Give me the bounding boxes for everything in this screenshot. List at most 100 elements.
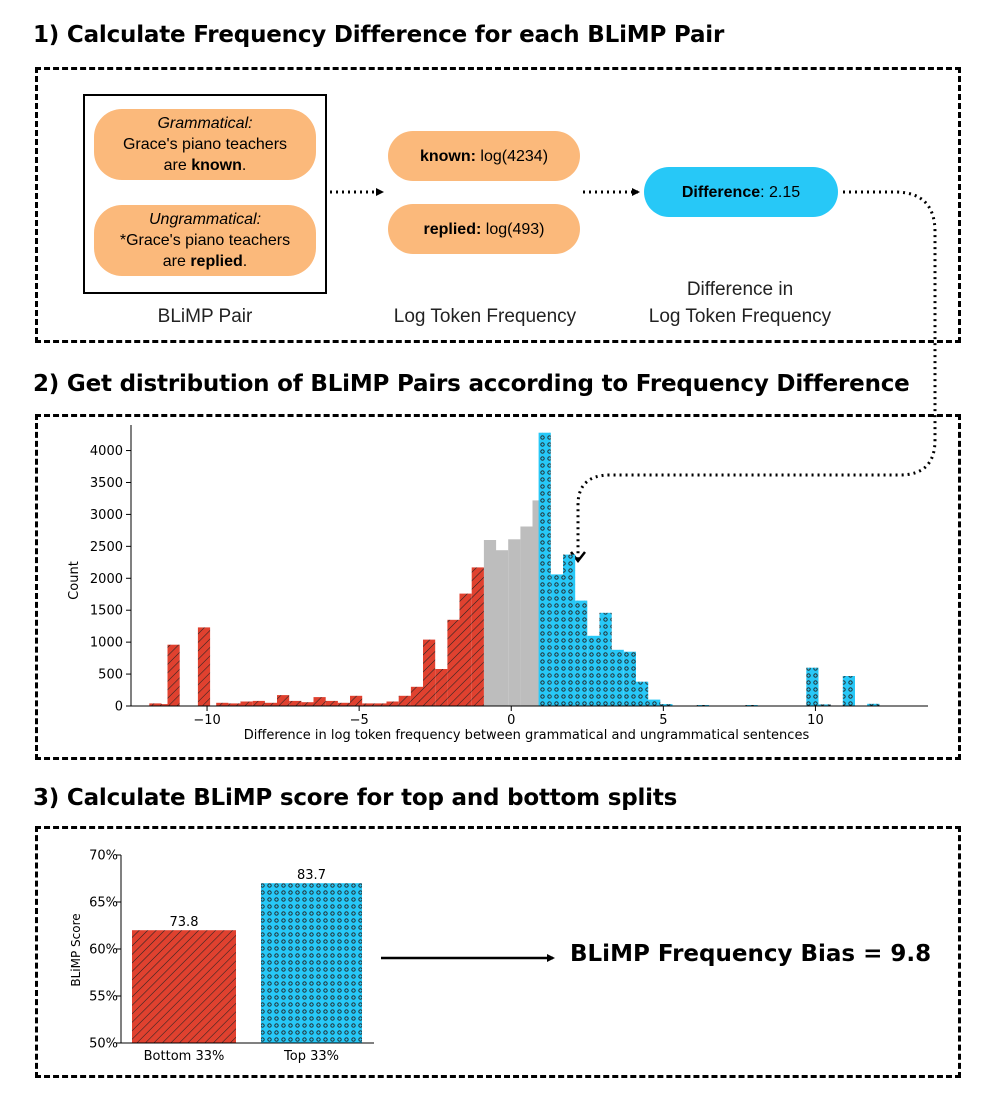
histogram-bar-top <box>575 600 588 706</box>
histogram-bar-top <box>818 704 831 706</box>
histogram-bar-bottom <box>374 703 387 706</box>
known-log-frequency: known: log(4234) <box>388 131 580 181</box>
histogram-bar-top <box>867 703 880 706</box>
histogram-bar-bottom <box>264 702 277 706</box>
ungrammatical-word: replied <box>190 253 243 270</box>
histogram-y-tick-label: 500 <box>98 668 123 683</box>
difference-label: Difference <box>681 183 761 201</box>
histogram-y-tick-label: 4000 <box>90 444 123 459</box>
histogram-x-tick-label: 0 <box>507 713 515 728</box>
histogram-bar-bottom <box>423 639 436 706</box>
result-text: BLiMP Frequency Bias = 9.8 <box>570 941 932 967</box>
histogram-y-tick-label: 3500 <box>90 476 123 491</box>
histogram-bar-middle <box>508 539 521 706</box>
histogram-y-tick-label: 0 <box>115 700 123 715</box>
score-category-label: Top 33% <box>283 1049 339 1064</box>
difference-caption-line1: Difference in <box>686 279 794 300</box>
histogram-bar-bottom <box>197 627 211 706</box>
grammatical-label: Grammatical: <box>157 115 253 132</box>
ungrammatical-line2: are replied. <box>162 253 248 270</box>
histogram-bar-middle <box>520 526 533 706</box>
histogram-bar-bottom <box>471 567 484 706</box>
score-category-label: Bottom 33% <box>144 1049 225 1064</box>
score-y-label: BLiMP Score <box>69 913 83 986</box>
histogram-x-label: Difference in log token frequency betwee… <box>244 728 810 743</box>
score-y-tick-label: 60% <box>89 943 118 958</box>
histogram-bar-bottom <box>167 644 180 706</box>
histogram-bar-bottom <box>313 697 326 706</box>
histogram-bar-top <box>648 699 661 706</box>
histogram-bar-top <box>842 676 855 706</box>
histogram-bar-bottom <box>350 695 363 706</box>
histogram-y-tick-label: 2500 <box>90 540 123 555</box>
difference-caption-line2: Log Token Frequency <box>648 306 832 327</box>
histogram-bar-top <box>538 432 551 706</box>
known-label: known: <box>419 147 476 165</box>
histogram-bar-bottom <box>216 702 229 706</box>
histogram-bar-middle <box>496 550 509 706</box>
histogram-y-tick-label: 3000 <box>90 508 123 523</box>
histogram-x-tick-label: −5 <box>350 713 369 728</box>
histogram-bar-bottom <box>325 700 338 706</box>
histogram-bar-bottom <box>386 701 399 706</box>
step1-panel <box>35 67 961 343</box>
histogram-bar-bottom <box>149 703 162 706</box>
difference-caption: Difference in Log Token Frequency <box>620 276 860 330</box>
blimp-pair-caption: BLiMP Pair <box>157 306 253 327</box>
histogram-bar-top <box>599 612 612 706</box>
score-y-tick-label: 55% <box>89 990 118 1005</box>
grammatical-sentence: Grammatical: Grace's piano teachers are … <box>94 109 316 180</box>
grammatical-line2: are known. <box>163 157 247 174</box>
difference-value: : 2.15 <box>760 183 801 201</box>
histogram-bar-bottom <box>459 593 472 706</box>
histogram-bar-bottom <box>362 703 375 706</box>
score-y-tick-label: 70% <box>89 849 118 864</box>
histogram-bar-top <box>636 681 649 706</box>
histogram-bar-bottom <box>337 702 351 706</box>
blimp-score-chart: 73.8 Bottom 33% 83.7 Top 33% 50% 55% 60% 65% 70%… <box>69 849 374 1064</box>
histogram-bar-top <box>611 649 624 706</box>
known-value: log(4234) <box>475 147 549 165</box>
score-bar-label: 73.8 <box>170 915 199 930</box>
histogram-bar-bottom <box>252 700 265 706</box>
histogram-bar-top <box>550 574 563 706</box>
frequency-histogram: 0 500 1000 1500 2000 2500 3000 3500 4000 −10 −5 0 5 1… <box>67 425 928 743</box>
histogram-bar-bottom <box>435 669 448 706</box>
score-y-tick-label: 50% <box>89 1037 118 1052</box>
histogram-bar-bottom <box>228 703 241 706</box>
histogram-bar-top <box>587 635 600 707</box>
histogram-bar-bottom <box>301 702 314 706</box>
histogram-bar-top <box>623 651 636 706</box>
histogram-y-tick-label: 1000 <box>90 636 123 651</box>
step2-title: 2) Get distribution of BLiMP Pairs accor… <box>33 371 910 397</box>
step1-title: 1) Calculate Frequency Difference for ea… <box>33 22 725 48</box>
histogram-bar-top <box>806 667 819 706</box>
histogram-y-label: Count <box>67 561 82 600</box>
score-bar <box>132 930 236 1043</box>
histogram-bar-bottom <box>289 700 302 706</box>
difference-to-histogram-arrow <box>576 190 937 560</box>
score-y-tick-label: 65% <box>89 896 118 911</box>
histogram-bar-bottom <box>410 686 424 706</box>
step3-panel <box>35 826 961 1078</box>
replied-value: log(493) <box>481 220 545 238</box>
score-bar <box>261 883 362 1043</box>
grammatical-word: known <box>191 157 242 174</box>
ungrammatical-sentence: Ungrammatical: *Grace's piano teachers a… <box>94 205 316 276</box>
step2-panel <box>35 414 961 760</box>
replied-log-frequency: replied: log(493) <box>388 204 580 254</box>
histogram-bar-bottom <box>447 619 460 706</box>
blimp-pair-frame <box>83 94 327 294</box>
replied-label: replied: <box>423 220 482 238</box>
histogram-bar-top <box>563 554 576 706</box>
step3-title: 3) Calculate BLiMP score for top and bot… <box>33 785 678 811</box>
ungrammatical-label: Ungrammatical: <box>148 211 262 228</box>
histogram-bar-bottom <box>240 701 253 706</box>
histogram-bar-bottom <box>398 695 411 706</box>
histogram-y-tick-label: 1500 <box>90 604 123 619</box>
log-frequency-caption: Log Token Frequency <box>393 306 577 327</box>
histogram-bar-bottom <box>277 695 290 706</box>
grammatical-text: Grace's piano teachers <box>122 136 288 153</box>
histogram-bar-middle <box>483 540 497 706</box>
